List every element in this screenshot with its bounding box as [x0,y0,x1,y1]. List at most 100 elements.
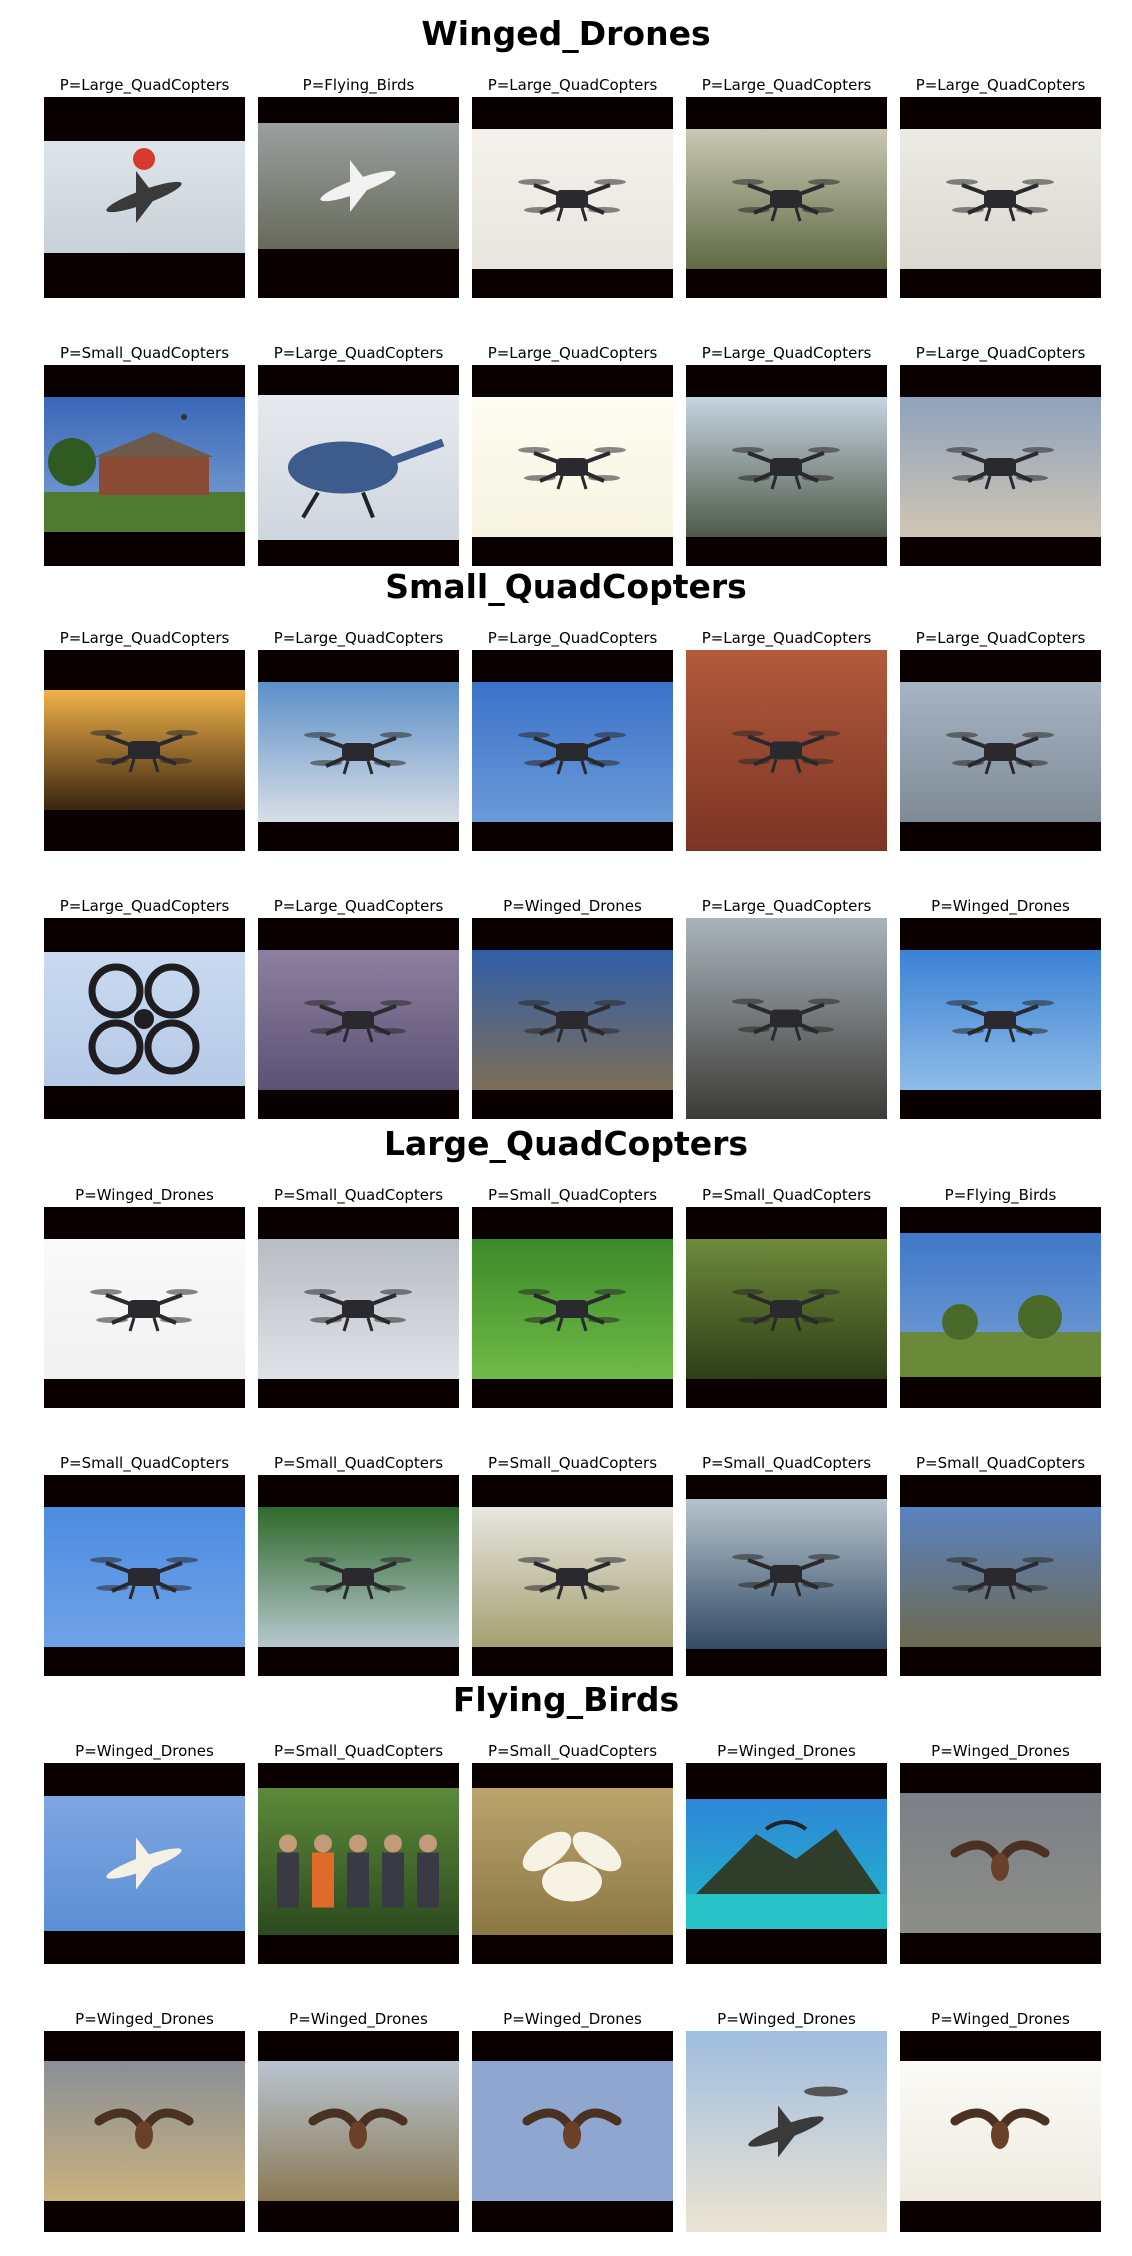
prediction-label: P=Flying_Birds [302,76,415,94]
image-frame [258,1475,459,1676]
image-tile: P=Large_QuadCopters [258,897,459,1119]
image-frame [44,918,245,1119]
prediction-label: P=Large_QuadCopters [701,344,872,362]
prediction-label: P=Winged_Drones [931,1742,1070,1760]
photo-thumbnail [686,1499,887,1649]
quadcopter-icon [946,179,1054,222]
prediction-label: P=Winged_Drones [75,1742,214,1760]
prediction-label: P=Winged_Drones [503,897,642,915]
quadcopter-icon [90,1557,198,1600]
image-tile: P=Small_QuadCopters [472,1186,673,1408]
quadcopter-icon [732,730,840,773]
image-frame [686,2031,887,2232]
quadcopter-icon [518,1557,626,1600]
prediction-label: P=Flying_Birds [944,1186,1057,1204]
prediction-label: P=Large_QuadCopters [59,629,230,647]
section-title: Small_QuadCopters [385,567,747,606]
quadcopter-icon [946,1557,1054,1600]
quadcopter-icon [732,1289,840,1332]
image-frame [258,1207,459,1408]
photo-thumbnail [472,1788,673,1935]
prediction-label: P=Large_QuadCopters [915,629,1086,647]
bird-icon [950,1840,1050,1881]
prediction-label: P=Small_QuadCopters [915,1454,1086,1472]
image-frame [472,918,673,1119]
image-frame [472,650,673,851]
photo-thumbnail [472,397,673,537]
photo-thumbnail [258,2061,459,2201]
prediction-label: P=Small_QuadCopters [487,1186,658,1204]
image-frame [258,650,459,851]
image-tile: P=Small_QuadCopters [258,1186,459,1408]
photo-thumbnail [258,682,459,822]
prediction-label: P=Winged_Drones [75,2010,214,2028]
image-frame [258,918,459,1119]
field-icon [900,1295,1101,1377]
prediction-label: P=Large_QuadCopters [273,344,444,362]
image-tile: P=Flying_Birds [258,76,459,298]
image-tile: P=Winged_Drones [44,2010,245,2232]
bird-icon [308,2108,408,2149]
quadcopter-icon [88,963,200,1075]
photo-thumbnail [686,1239,887,1379]
photo-thumbnail [258,395,459,540]
prediction-label: P=Large_QuadCopters [701,76,872,94]
photo-thumbnail [258,123,459,249]
island-icon [686,1820,887,1929]
prediction-label: P=Small_QuadCopters [487,1454,658,1472]
photo-thumbnail [900,2061,1101,2201]
prediction-label: P=Large_QuadCopters [915,344,1086,362]
photo-thumbnail [44,2061,245,2201]
photo-thumbnail [44,141,245,253]
image-frame [900,1207,1101,1408]
photo-thumbnail [900,950,1101,1090]
prediction-label: P=Small_QuadCopters [487,1742,658,1760]
image-tile: P=Winged_Drones [900,1742,1101,1964]
image-tile: P=Large_QuadCopters [44,629,245,851]
image-frame [44,2031,245,2232]
quadcopter-icon [304,1289,412,1332]
image-frame [686,1763,887,1964]
photo-thumbnail [686,918,887,1119]
image-frame [900,365,1101,566]
image-frame [900,1763,1101,1964]
image-frame [686,650,887,851]
section-title: Winged_Drones [421,14,711,53]
quadcopter-icon [732,179,840,222]
photo-thumbnail [686,129,887,269]
helicopter-icon [288,438,445,519]
photo-thumbnail [900,682,1101,822]
image-tile: P=Large_QuadCopters [686,897,887,1119]
image-tile: P=Large_QuadCopters [44,897,245,1119]
aircraft-icon [320,160,396,212]
image-tile: P=Winged_Drones [686,2010,887,2232]
image-tile: P=Flying_Birds [900,1186,1101,1408]
image-frame [686,918,887,1119]
photo-thumbnail [900,1507,1101,1647]
image-frame [686,1207,887,1408]
image-frame [686,97,887,298]
image-tile: P=Winged_Drones [44,1186,245,1408]
swan-icon [522,1831,622,1902]
image-frame [258,2031,459,2232]
photo-thumbnail [472,950,673,1090]
prediction-label: P=Small_QuadCopters [59,1454,230,1472]
prediction-label: P=Large_QuadCopters [487,629,658,647]
image-frame [44,365,245,566]
prediction-label: P=Winged_Drones [717,1742,856,1760]
photo-thumbnail [686,1799,887,1929]
prediction-label: P=Winged_Drones [931,2010,1070,2028]
image-tile: P=Large_QuadCopters [472,344,673,566]
image-frame [472,365,673,566]
photo-thumbnail [686,650,887,851]
prediction-label: P=Winged_Drones [931,897,1070,915]
photo-thumbnail [472,682,673,822]
bird-icon [950,2108,1050,2149]
prediction-label: P=Large_QuadCopters [701,897,872,915]
prediction-label: P=Small_QuadCopters [701,1454,872,1472]
image-tile: P=Large_QuadCopters [258,344,459,566]
image-frame [258,365,459,566]
image-tile: P=Large_QuadCopters [900,344,1101,566]
image-tile: P=Small_QuadCopters [900,1454,1101,1676]
quadcopter-icon [732,998,840,1041]
